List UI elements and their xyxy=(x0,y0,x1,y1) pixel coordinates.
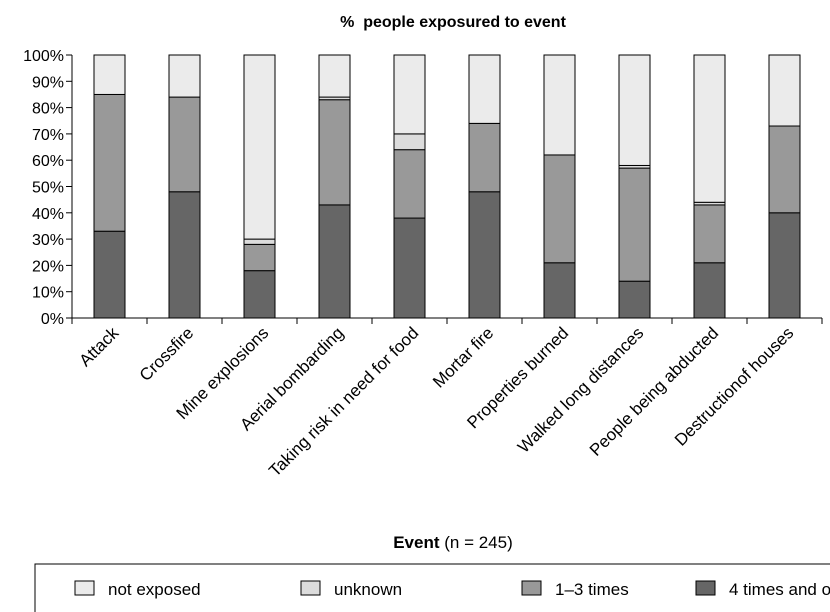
bar-segment-walked-long-distances-1-3-times xyxy=(618,167,651,282)
bar-segment-attack-4-times-and-over xyxy=(93,230,126,319)
bar-segment-attack-1-3-times xyxy=(93,93,126,232)
x-tick-label: People being abducted xyxy=(586,323,722,459)
bar-segment-mine-explosions-unknown xyxy=(243,238,276,245)
bar-segment-walked-long-distances-4-times-and-over xyxy=(618,280,651,319)
bar-segment-aerial-bombarding-4-times-and-over xyxy=(318,204,351,319)
y-tick-label: 60% xyxy=(32,153,64,170)
x-tick-label: Walked long distances xyxy=(514,323,647,456)
legend-swatch-1-3-times xyxy=(521,580,542,596)
chart-title: % people exposured to event xyxy=(340,14,567,31)
x-axis-title-bold: Event xyxy=(393,533,440,552)
y-tick-label: 70% xyxy=(32,127,64,144)
bar-segment-aerial-bombarding-not-exposed xyxy=(318,54,351,98)
bar-segment-people-being-abducted-4-times-and-over xyxy=(693,262,726,319)
bar-segment-crossfire-1-3-times xyxy=(168,96,201,193)
y-tick-label: 90% xyxy=(32,74,64,91)
legend-label-not-exposed: not exposed xyxy=(108,580,201,599)
bar-segment-taking-risk-in-need-for-food-1-3-times xyxy=(393,149,426,219)
legend-label-1-3-times: 1–3 times xyxy=(555,580,629,599)
bar-segment-properties-burned-4-times-and-over xyxy=(543,262,576,319)
bar-segment-destructionof-houses-1-3-times xyxy=(768,125,801,214)
legend: not exposed unknown 1–3 times 4 times and o… xyxy=(34,563,830,612)
bar-segment-destructionof-houses-4-times-and-over xyxy=(768,212,801,319)
bar-segment-taking-risk-in-need-for-food-4-times-and-over xyxy=(393,217,426,319)
bar-segment-aerial-bombarding-1-3-times xyxy=(318,99,351,206)
legend-box xyxy=(34,563,830,612)
legend-swatch-not-exposed xyxy=(74,580,95,596)
bar-segment-properties-burned-1-3-times xyxy=(543,154,576,264)
bar-segment-mine-explosions-1-3-times xyxy=(243,243,276,272)
legend-label-unknown: unknown xyxy=(334,580,402,599)
y-axis: 0% 10% 20% 30% 40% 50% 60% 70% 80% 90% 100% xyxy=(23,48,73,328)
y-tick-label: 20% xyxy=(32,258,64,275)
bar-segment-taking-risk-in-need-for-food-not-exposed xyxy=(393,54,426,135)
x-tick-label: Attack xyxy=(75,323,122,370)
x-tick-label: Crossfire xyxy=(136,323,198,385)
x-axis-title-rest: (n = 245) xyxy=(440,533,513,552)
y-tick-label: 30% xyxy=(32,232,64,249)
bar-segment-crossfire-not-exposed xyxy=(168,54,201,98)
bar-segment-properties-burned-not-exposed xyxy=(543,54,576,156)
x-axis xyxy=(71,317,823,324)
bar-segment-mine-explosions-not-exposed xyxy=(243,54,276,240)
bars xyxy=(93,54,801,319)
bar-segment-mine-explosions-4-times-and-over xyxy=(243,270,276,319)
y-tick-label: 10% xyxy=(32,285,64,302)
bar-segment-destructionof-houses-not-exposed xyxy=(768,54,801,127)
bar-segment-crossfire-4-times-and-over xyxy=(168,191,201,319)
x-tick-label: Taking risk in need for food xyxy=(265,323,422,480)
legend-swatch-unknown xyxy=(300,580,321,596)
bar-segment-people-being-abducted-not-exposed xyxy=(693,54,726,203)
bar-segment-mortar-fire-1-3-times xyxy=(468,122,501,193)
bar-segment-mortar-fire-not-exposed xyxy=(468,54,501,124)
x-tick-label: Mortar fire xyxy=(429,323,497,391)
y-tick-label: 100% xyxy=(23,48,64,65)
y-tick-label: 50% xyxy=(32,180,64,197)
y-tick-label: 80% xyxy=(32,101,64,118)
y-tick-label: 0% xyxy=(41,311,64,328)
bar-segment-walked-long-distances-not-exposed xyxy=(618,54,651,166)
bar-segment-attack-not-exposed xyxy=(93,54,126,95)
y-tick-label: 40% xyxy=(32,206,64,223)
bar-segment-taking-risk-in-need-for-food-unknown xyxy=(393,133,426,151)
legend-swatch-4-times-and-over xyxy=(695,580,716,596)
x-axis-title: Event (n = 245) xyxy=(393,533,513,552)
legend-label-4-times-and-over: 4 times and over xyxy=(729,580,830,599)
bar-segment-people-being-abducted-1-3-times xyxy=(693,204,726,264)
bar-segment-mortar-fire-4-times-and-over xyxy=(468,191,501,319)
